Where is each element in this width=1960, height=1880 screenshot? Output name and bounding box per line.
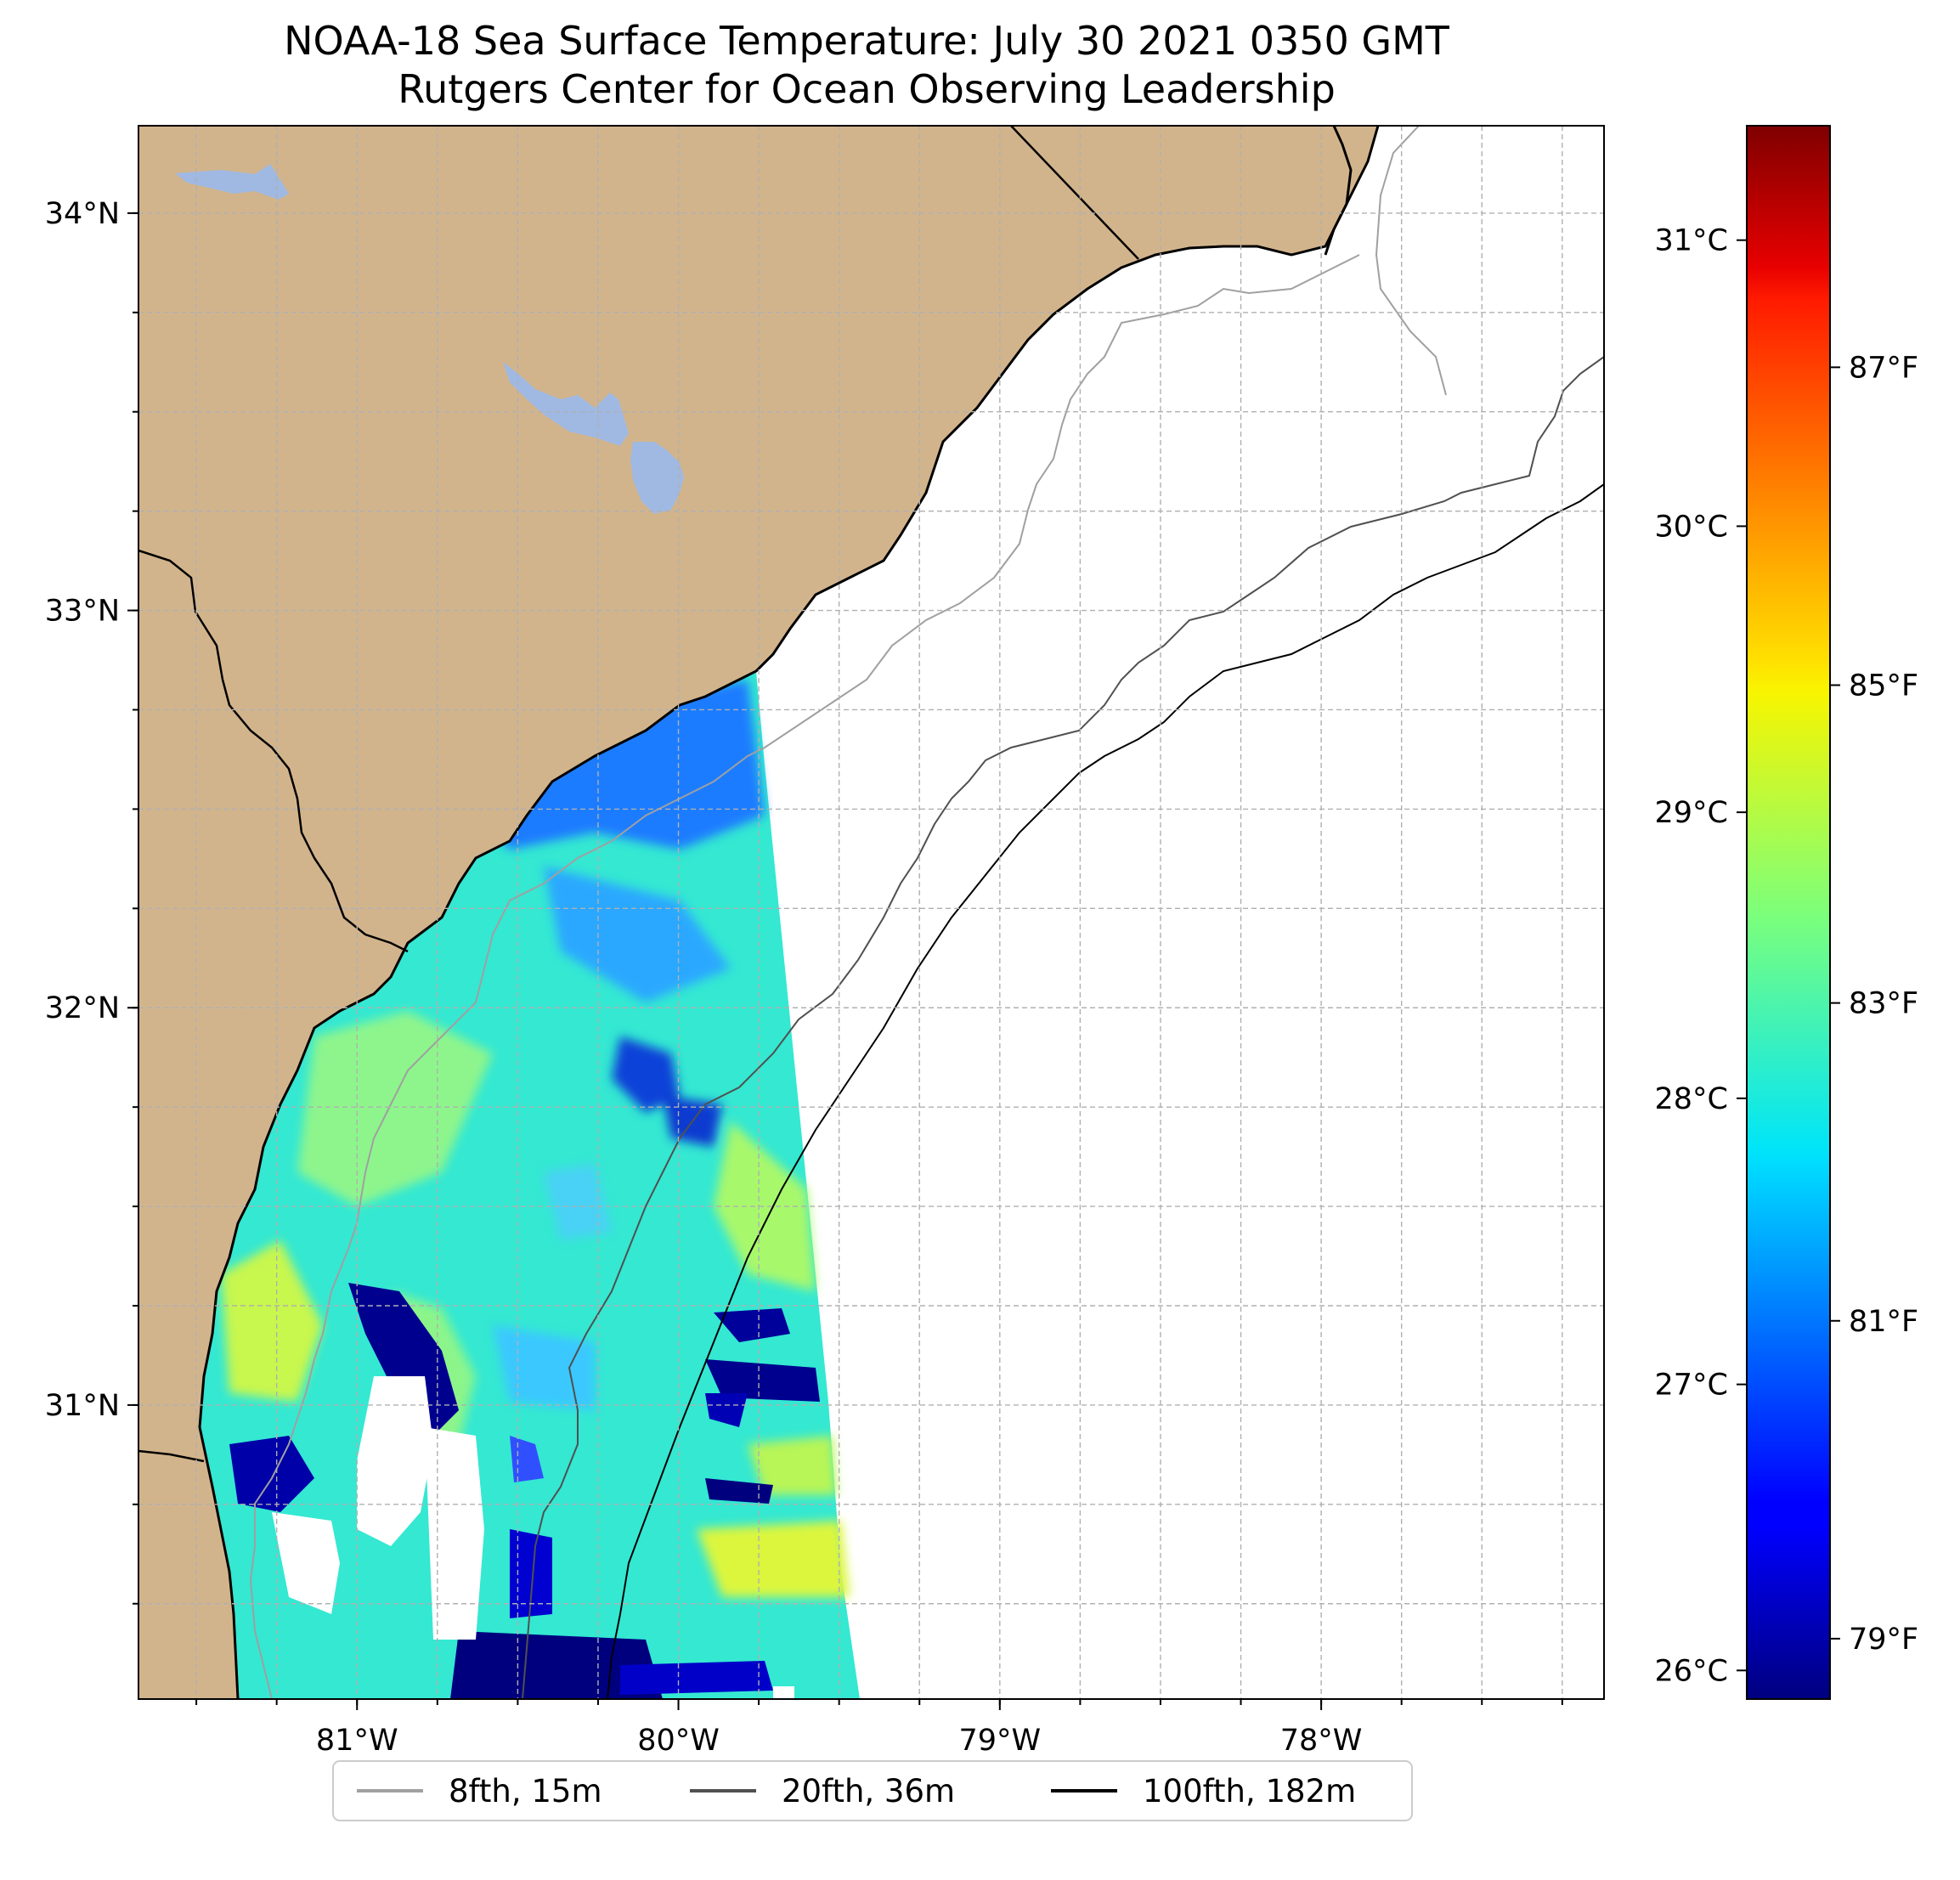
lat-tick-label: 31°N — [45, 1389, 120, 1423]
fahrenheit-tick-label: 85°F — [1849, 669, 1918, 703]
colorbar: 26°C 27°C 28°C 29°C 30°C 31°C 79°F 81°F 83°F 85°… — [1655, 125, 1918, 1700]
celsius-tick-label: 27°C — [1655, 1369, 1728, 1403]
fahrenheit-tick-label: 83°F — [1849, 987, 1918, 1021]
lon-tick-label: 78°W — [1280, 1724, 1363, 1758]
celsius-tick-label: 31°C — [1655, 224, 1728, 258]
celsius-tick-label: 29°C — [1655, 796, 1728, 830]
depth-contour-8fth — [249, 126, 1447, 1699]
map-axis-ticks: 81°W 80°W 79°W 78°W 34°N 33°N 32°N 31°N — [45, 197, 1563, 1758]
legend: 8fth, 15m 20fth, 36m 100fth, 182m — [332, 1760, 1413, 1821]
lat-tick-label: 32°N — [45, 991, 120, 1025]
state-borders — [138, 126, 1139, 1463]
lakes — [175, 164, 684, 514]
title-line-1: NOAA-18 Sea Surface Temperature: July 30… — [284, 18, 1450, 64]
lon-tick-label: 81°W — [316, 1724, 398, 1758]
colorbar-frame — [1746, 125, 1831, 1700]
sst-swath — [138, 646, 860, 1699]
gridlines — [138, 126, 1604, 1699]
title-line-2: Rutgers Center for Ocean Observing Leade… — [398, 66, 1336, 112]
land — [138, 126, 1378, 1699]
coastline — [198, 126, 1380, 1699]
lat-tick-label: 33°N — [45, 595, 120, 629]
legend-label: 20fth, 36m — [782, 1773, 955, 1809]
fahrenheit-tick-label: 87°F — [1849, 351, 1918, 385]
fahrenheit-tick-label: 81°F — [1849, 1305, 1918, 1339]
colorbar-gradient — [1747, 126, 1830, 1699]
colorbar-celsius-ticks: 26°C 27°C 28°C 29°C 30°C 31°C — [1655, 224, 1747, 1688]
map-panel — [138, 126, 1604, 1699]
celsius-tick-label: 26°C — [1655, 1654, 1728, 1688]
celsius-tick-label: 28°C — [1655, 1082, 1728, 1116]
legend-items: 8fth, 15m 20fth, 36m 100fth, 182m — [357, 1773, 1356, 1809]
colorbar-fahrenheit-ticks: 79°F 81°F 83°F 85°F 87°F — [1830, 351, 1918, 1657]
map-frame — [138, 125, 1605, 1700]
lon-tick-label: 80°W — [637, 1724, 720, 1758]
lon-tick-label: 79°W — [958, 1724, 1041, 1758]
depth-contour-20fth — [522, 356, 1604, 1699]
fahrenheit-tick-label: 79°F — [1849, 1623, 1918, 1657]
celsius-tick-label: 30°C — [1655, 510, 1728, 544]
legend-label: 8fth, 15m — [449, 1773, 602, 1809]
coastline-island — [1324, 126, 1353, 256]
legend-label: 100fth, 182m — [1143, 1773, 1356, 1809]
lat-tick-label: 34°N — [45, 197, 120, 231]
legend-box — [332, 1760, 1413, 1821]
depth-contour-100fth — [607, 483, 1604, 1699]
